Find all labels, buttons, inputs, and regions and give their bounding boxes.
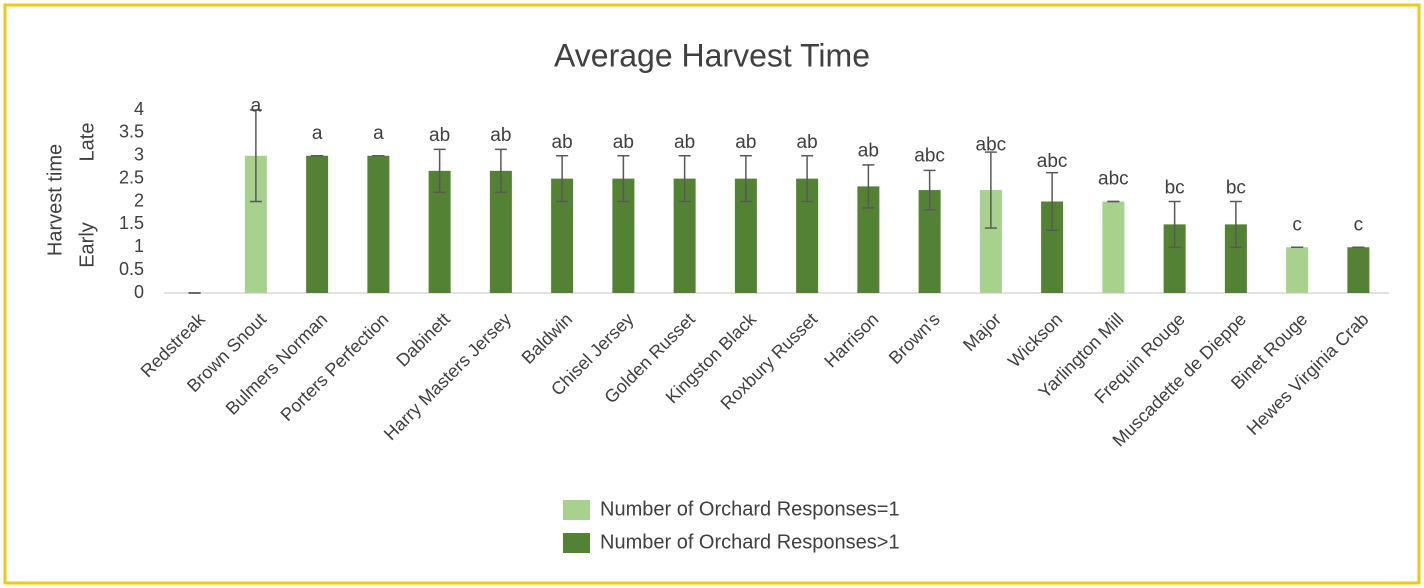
error-bar (984, 151, 997, 229)
significance-label: ab (552, 132, 573, 153)
legend-label: Number of Orchard Responses>1 (600, 531, 900, 553)
y-tick-label: 0 (134, 282, 144, 302)
error-bar (1168, 200, 1181, 248)
significance-label: ab (490, 125, 511, 146)
bar (979, 190, 1002, 293)
significance-label: abc (976, 134, 1007, 155)
error-bar (1229, 200, 1242, 248)
significance-label: ab (674, 132, 695, 153)
error-bar (801, 155, 814, 203)
bar (1347, 247, 1370, 293)
bar (918, 190, 941, 293)
significance-label: abc (914, 145, 945, 166)
bar (551, 178, 574, 293)
significance-label: abc (1037, 151, 1068, 172)
significance-label: ab (797, 132, 818, 153)
y-tick-label: 3.5 (119, 122, 144, 142)
significance-label: a (312, 123, 323, 144)
bar (857, 186, 880, 293)
bar (1224, 224, 1247, 293)
bar (244, 155, 267, 293)
y-tick-label: 1 (134, 236, 144, 256)
bar (489, 170, 512, 293)
y-tick-label: 2 (134, 190, 144, 210)
bar (734, 178, 757, 293)
error-bar (678, 155, 691, 203)
chart-border (3, 3, 1421, 585)
significance-label: c (1354, 214, 1364, 235)
y-tick-label: 1.5 (119, 213, 144, 233)
bar (1286, 247, 1309, 293)
significance-label: ab (858, 141, 879, 162)
error-bar (739, 155, 752, 203)
legend-swatch (563, 533, 590, 553)
y-tick-label: 0.5 (119, 259, 144, 279)
bar (612, 178, 635, 293)
y-tick-label: 2.5 (119, 167, 144, 187)
bar (367, 155, 390, 293)
y-tick-label: 4 (134, 99, 144, 119)
bar (1102, 201, 1125, 293)
significance-label: a (251, 95, 262, 116)
significance-label: c (1292, 214, 1302, 235)
significance-label: ab (429, 125, 450, 146)
significance-label: a (373, 123, 384, 144)
bar (1163, 224, 1186, 293)
significance-label: bc (1165, 178, 1185, 199)
error-bar (249, 109, 262, 203)
y-axis-label: Harvest time (44, 144, 66, 256)
significance-label: bc (1226, 178, 1246, 199)
legend-label: Number of Orchard Responses=1 (600, 498, 900, 520)
chart-title: Average Harvest Time (554, 37, 870, 73)
y-axis-low-label: Early (76, 222, 98, 268)
bar (1041, 201, 1064, 293)
significance-label: abc (1098, 169, 1129, 190)
bar (796, 178, 819, 293)
error-bar (494, 148, 507, 194)
y-axis-high-label: Late (76, 123, 98, 162)
bar (306, 155, 329, 293)
error-bar (862, 164, 875, 209)
legend-swatch (563, 500, 590, 520)
error-bar (923, 169, 936, 211)
bar (428, 170, 451, 293)
bar (673, 178, 696, 293)
error-bar (617, 155, 630, 203)
error-bar (433, 148, 446, 194)
error-bar (556, 155, 569, 203)
y-tick-label: 3 (134, 145, 144, 165)
significance-label: ab (735, 132, 756, 153)
error-bar (1046, 171, 1059, 232)
significance-label: ab (613, 132, 634, 153)
